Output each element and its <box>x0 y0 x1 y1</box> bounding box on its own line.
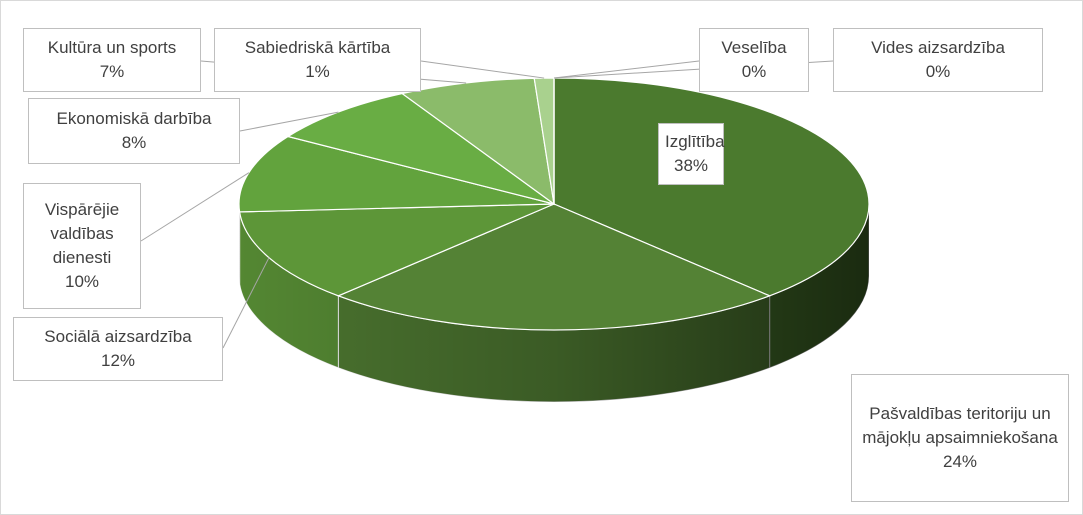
data-label: Sociālā aizsardzība 12% <box>13 317 223 381</box>
label-value: 10% <box>64 272 100 291</box>
label-name: Vispārējie valdības dienesti <box>44 200 120 267</box>
data-label: Izglītība 38% <box>658 123 725 185</box>
label-name: Vides aizsardzība <box>871 38 1005 57</box>
slice <box>400 77 555 206</box>
label-value: 24% <box>942 452 978 471</box>
slice <box>336 203 772 331</box>
slice <box>238 203 555 297</box>
label-name: Ekonomiskā darbība <box>56 109 212 128</box>
label-value: 38% <box>673 156 709 175</box>
leader-line <box>553 60 700 79</box>
data-label: Veselība 0% <box>699 28 809 92</box>
leader-line <box>222 257 270 349</box>
data-label: Kultūra un sports 7% <box>23 28 201 92</box>
label-value: 7% <box>99 62 125 81</box>
leader-line <box>239 111 339 132</box>
label-name: Kultūra un sports <box>47 38 177 57</box>
slice <box>238 135 555 213</box>
leader-line <box>140 172 250 242</box>
slice-side <box>238 203 241 284</box>
label-value: 0% <box>741 62 767 81</box>
slice <box>553 77 870 297</box>
label-name: Pašvaldības teritoriju un mājokļu apsaim… <box>862 404 1058 447</box>
data-label: Vispārējie valdības dienesti 10% <box>23 183 141 309</box>
label-name: Izglītība <box>665 132 725 151</box>
label-value: 8% <box>121 133 147 152</box>
leader-line <box>420 60 545 79</box>
label-name: Sabiedriskā kārtība <box>244 38 391 57</box>
data-label: Vides aizsardzība 0% <box>833 28 1043 92</box>
label-name: Veselība <box>721 38 787 57</box>
slice <box>286 92 555 205</box>
label-value: 0% <box>925 62 951 81</box>
data-label: Sabiedriskā kārtība 1% <box>214 28 421 92</box>
label-name: Sociālā aizsardzība <box>44 327 192 346</box>
data-label: Ekonomiskā darbība 8% <box>28 98 240 164</box>
data-label: Pašvaldības teritoriju un mājokļu apsaim… <box>851 374 1069 502</box>
label-value: 12% <box>100 351 136 370</box>
label-value: 1% <box>305 62 330 81</box>
